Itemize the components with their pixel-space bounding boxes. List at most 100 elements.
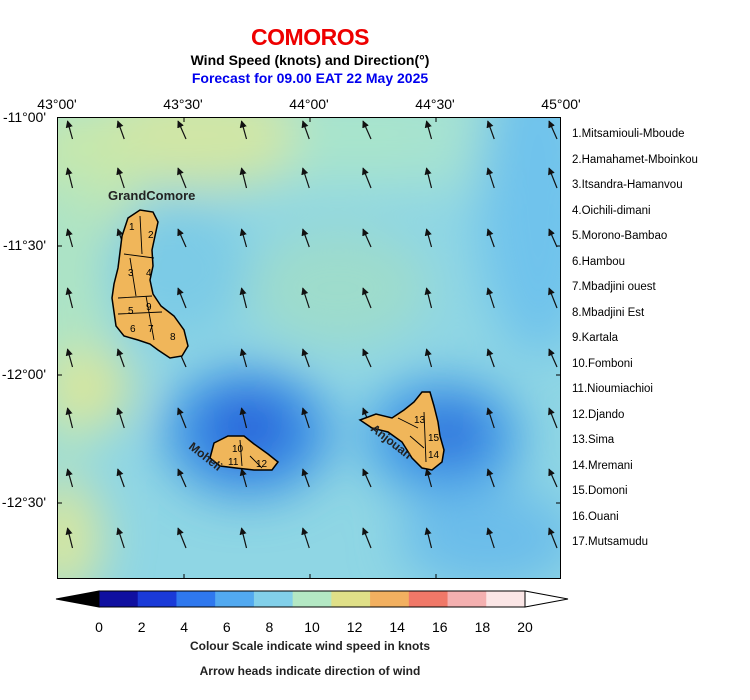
region-number: 7 [148, 324, 154, 335]
legend-item: 4.Oichili-dimani [572, 205, 651, 217]
wind-arrow [65, 228, 74, 248]
wind-arrow [177, 228, 187, 248]
region-number: 13 [414, 415, 426, 426]
grande-comore-label: GrandComore [108, 188, 195, 203]
colorbar-low-triangle [55, 590, 100, 608]
colorbar-segment [292, 591, 332, 607]
wind-arrow [65, 468, 74, 488]
region-number: 3 [128, 268, 134, 279]
wind-arrow [239, 228, 248, 248]
colorbar-tick-label: 12 [346, 619, 363, 635]
wind-arrow [116, 407, 125, 429]
colorbar-segments [99, 591, 526, 607]
legend-item: 11.Nioumiachioi [572, 383, 653, 395]
region-number: 11 [228, 457, 239, 468]
colorbar-tick-label: 0 [95, 619, 103, 635]
region-number: 1 [129, 222, 135, 233]
legend-item: 10.Fomboni [572, 358, 633, 370]
legend-item: 16.Ouani [572, 511, 619, 523]
wind-arrow [362, 348, 372, 368]
wind-arrow [239, 407, 248, 429]
wind-arrow [239, 348, 248, 368]
wind-arrow [486, 468, 495, 488]
wind-arrow [65, 348, 74, 368]
wind-arrow [424, 468, 433, 488]
legend-item: 7.Mbadjini ouest [572, 281, 656, 293]
region-number: 2 [148, 230, 154, 241]
wind-arrow [65, 167, 74, 189]
wind-arrow [362, 527, 372, 549]
colorbar-segment [370, 591, 410, 607]
wind-arrow [548, 120, 558, 140]
wind-arrow [177, 167, 187, 189]
legend-item: 12.Djando [572, 409, 625, 421]
wind-arrow [301, 228, 310, 248]
lat-label-11-30: -11°30' [2, 237, 46, 253]
region-number: 10 [232, 444, 244, 455]
wind-arrow [362, 468, 372, 488]
legend-item: 3.Itsandra-Hamanvou [572, 179, 683, 191]
wind-arrow [424, 228, 433, 248]
region-number: 4 [146, 268, 152, 279]
colorbar-segment [176, 591, 216, 607]
lon-label-44-00: 44°00' [289, 96, 329, 112]
wind-arrow [239, 167, 248, 189]
wind-arrow [65, 527, 74, 549]
wind-arrow [548, 468, 558, 488]
region-number: 8 [170, 332, 176, 343]
colorbar-high-triangle [524, 590, 569, 608]
legend-item: 13.Sima [572, 434, 615, 446]
wind-arrow [177, 120, 187, 140]
moheli-island [209, 435, 280, 471]
colorbar-caption: Colour Scale indicate wind speed in knot… [189, 639, 431, 653]
wind-arrow [177, 468, 187, 488]
wind-arrow [239, 527, 248, 549]
wind-speed-field [58, 118, 560, 578]
lat-label-12-00: -12°00' [1, 366, 46, 382]
region-number: 14 [428, 450, 440, 461]
colorbar-tick-label: 10 [304, 619, 320, 635]
wind-arrow [424, 527, 433, 549]
wind-arrow [486, 120, 495, 140]
colorbar-segment [447, 591, 487, 607]
wind-map-canvas: GrandComore Moheli Anjouan 1 2 3 4 5 6 7… [58, 118, 560, 578]
legend-item: 15.Domoni [572, 485, 628, 497]
colorbar-segment [253, 591, 294, 607]
arrow-caption: Arrow heads indicate direction of wind [199, 664, 421, 678]
lon-label-43-30: 43°30' [163, 96, 203, 112]
colorbar-segment [137, 591, 177, 607]
legend-item: 17.Mutsamudu [572, 536, 649, 548]
region-number: 5 [128, 306, 134, 317]
colorbar-tick-label: 8 [265, 619, 274, 635]
wind-arrow [301, 287, 310, 309]
colorbar-frame [98, 590, 526, 608]
colorbar-tick-label: 14 [389, 619, 405, 635]
region-number: 12 [256, 459, 268, 470]
wind-arrow [486, 228, 495, 248]
colorbar-segment [215, 591, 255, 607]
wind-arrow [239, 120, 248, 140]
wind-arrow [301, 120, 310, 140]
wind-map: GrandComore Moheli Anjouan 1 2 3 4 5 6 7… [57, 117, 561, 579]
colorbar-segment [331, 591, 371, 607]
colorbar-tick-label: 4 [180, 619, 189, 635]
lat-label-12-30: -12°30' [1, 494, 46, 510]
wind-arrow [424, 287, 433, 309]
legend-item: 14.Mremani [572, 460, 633, 472]
colorbar-tick-label: 16 [432, 619, 448, 635]
wind-arrow [177, 407, 187, 429]
wind-arrow [301, 527, 310, 549]
wind-arrow [548, 228, 558, 248]
wind-arrow [362, 228, 372, 248]
region-numbers: 1 2 3 4 5 6 7 8 9 10 11 12 13 14 15 [128, 222, 440, 470]
region-number: 15 [428, 433, 440, 444]
map-subtitle: Wind Speed (knots) and Direction(°) [190, 52, 430, 68]
wind-arrow [548, 167, 558, 189]
region-number: 9 [146, 302, 152, 313]
colorbar-tick-label: 20 [517, 619, 533, 635]
wind-arrow [65, 120, 74, 140]
wind-arrow [424, 167, 433, 189]
wind-arrow [548, 407, 558, 429]
legend-item: 8.Mbadjini Est [572, 307, 645, 319]
wind-arrow [177, 287, 187, 309]
